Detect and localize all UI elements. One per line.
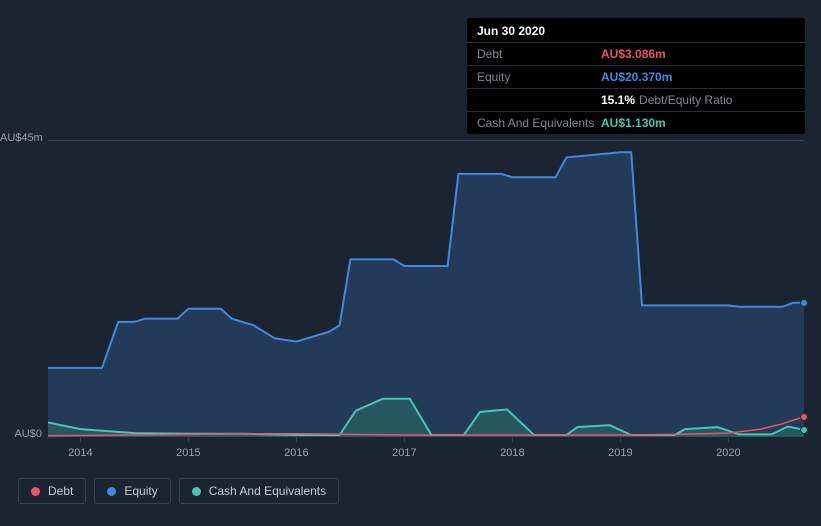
equity-area [48,152,804,437]
chart-legend: Debt Equity Cash And Equivalents [18,478,339,504]
tooltip-row-label: Debt [477,47,601,61]
tooltip-row-label [477,93,601,107]
legend-swatch-icon [192,487,201,496]
tooltip-row: EquityAU$20.370m [467,66,805,89]
x-tick [512,436,513,442]
tooltip-row: DebtAU$3.086m [467,43,805,66]
series-end-marker [800,413,808,421]
x-tick [620,436,621,442]
x-tick [728,436,729,442]
legend-item-label: Debt [48,484,73,498]
x-axis-label: 2014 [68,447,92,459]
chart-tooltip: Jun 30 2020 DebtAU$3.086mEquityAU$20.370… [467,18,805,134]
x-axis-label: 2015 [176,447,200,459]
tooltip-row-value: AU$3.086m [601,47,666,61]
x-axis-label: 2020 [716,447,740,459]
series-end-marker [800,426,808,434]
legend-item-equity[interactable]: Equity [94,478,170,504]
tooltip-row-label: Equity [477,70,601,84]
tooltip-row-note: Debt/Equity Ratio [639,93,732,107]
chart-plot-area[interactable] [48,140,804,436]
tooltip-row: Cash And EquivalentsAU$1.130m [467,112,805,134]
tooltip-row-value: AU$1.130m [601,116,666,130]
legend-item-debt[interactable]: Debt [18,478,86,504]
x-tick [296,436,297,442]
x-axis-label: 2017 [392,447,416,459]
legend-item-label: Equity [124,484,157,498]
legend-swatch-icon [107,487,116,496]
series-end-marker [800,299,808,307]
legend-item-cash[interactable]: Cash And Equivalents [179,478,339,504]
tooltip-row: 15.1%Debt/Equity Ratio [467,89,805,112]
x-axis-label: 2016 [284,447,308,459]
x-axis-label: 2018 [500,447,524,459]
tooltip-row-value: AU$20.370m [601,70,672,84]
y-axis-label: AU$0 [0,428,42,440]
x-axis-label: 2019 [608,447,632,459]
tooltip-row-value: 15.1%Debt/Equity Ratio [601,93,732,107]
y-axis-label: AU$45m [0,132,42,144]
legend-swatch-icon [31,487,40,496]
legend-item-label: Cash And Equivalents [209,484,326,498]
x-tick [188,436,189,442]
tooltip-title: Jun 30 2020 [467,18,805,43]
x-tick [404,436,405,442]
tooltip-row-label: Cash And Equivalents [477,116,601,130]
x-tick [80,436,81,442]
